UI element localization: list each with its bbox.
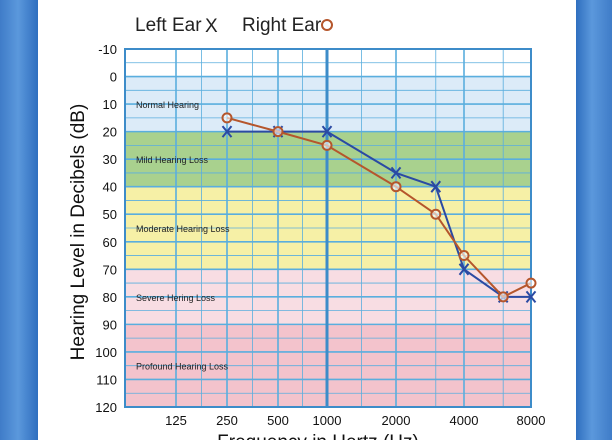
y-tick-label: 70 [103,262,117,277]
series-line-right-ear [226,116,532,299]
y-tick-label: 120 [95,400,117,415]
y-tick-label: 30 [103,152,117,167]
left-ear-marker [458,263,470,276]
right-ear-marker [430,208,442,220]
legend-right-ear-marker [321,19,333,31]
left-ear-marker [525,290,537,303]
y-tick-label: 60 [103,235,117,250]
y-tick-label: 110 [96,372,117,387]
left-ear-marker-stroke-b [525,290,537,303]
band-labels: Normal Hearing Mild Hearing Loss Moderate … [136,100,230,372]
legend-right-ear-label: Right Ear [242,15,322,36]
x-tick-label: 8000 [517,413,546,428]
left-ear-marker [321,125,333,138]
band-label-1: Mild Hearing Loss [136,155,209,165]
x-tick-label: 125 [165,413,187,428]
band-label-3: Severe Hering Loss [136,293,216,303]
legend: Left Ear X Right Ear [135,15,333,37]
band-label-2: Moderate Hearing Loss [136,224,230,234]
y-tick-label: -10 [98,42,117,57]
y-tick-label: 100 [95,345,117,360]
series-lines [221,112,537,303]
left-ear-marker-stroke-b [390,166,402,180]
left-ear-marker [221,125,233,138]
band-label-0: Normal Hearing [136,100,199,110]
right-ear-marker [390,181,402,193]
legend-left-ear-label: Left Ear [135,15,202,36]
y-tick-label: 90 [103,317,117,332]
y-tick-label: 10 [103,97,117,112]
plot-frame [124,48,532,408]
left-ear-marker-stroke-b [430,180,442,193]
y-tick-label: 40 [103,180,117,195]
x-tick-label: 500 [267,413,289,428]
tick-labels: -10 0 10 20 30 40 50 60 70 80 90 100 110 120 125 250 500… [95,42,545,428]
x-tick-label: 1000 [313,413,342,428]
y-tick-label: 0 [110,70,117,85]
right-ear-marker [321,139,333,151]
y-tick-label: 80 [103,290,117,305]
right-ear-marker [525,277,537,289]
y-axis-title: Hearing Level in Decibels (dB) [68,104,89,361]
right-ear-marker [272,126,284,138]
right-ear-marker [458,250,470,262]
x-tick-label: 250 [216,413,238,428]
left-ear-marker-stroke-b [321,125,333,138]
y-tick-label: 50 [103,207,117,222]
y-tick-label: 20 [103,125,117,140]
x-tick-label: 4000 [450,413,479,428]
legend-left-ear-marker: X [205,16,218,37]
band-label-4: Profound Hearing Loss [136,362,229,372]
left-ear-marker-stroke-b [458,263,470,276]
left-ear-marker-stroke-b [221,125,233,138]
left-ear-marker [430,180,442,193]
x-axis-title: Frequency in Hertz (Hz) [217,432,419,440]
left-ear-marker [390,166,402,180]
right-ear-marker [221,112,233,124]
x-tick-label: 2000 [382,413,411,428]
series-line-left-ear [227,130,531,298]
right-ear-marker [497,291,509,303]
